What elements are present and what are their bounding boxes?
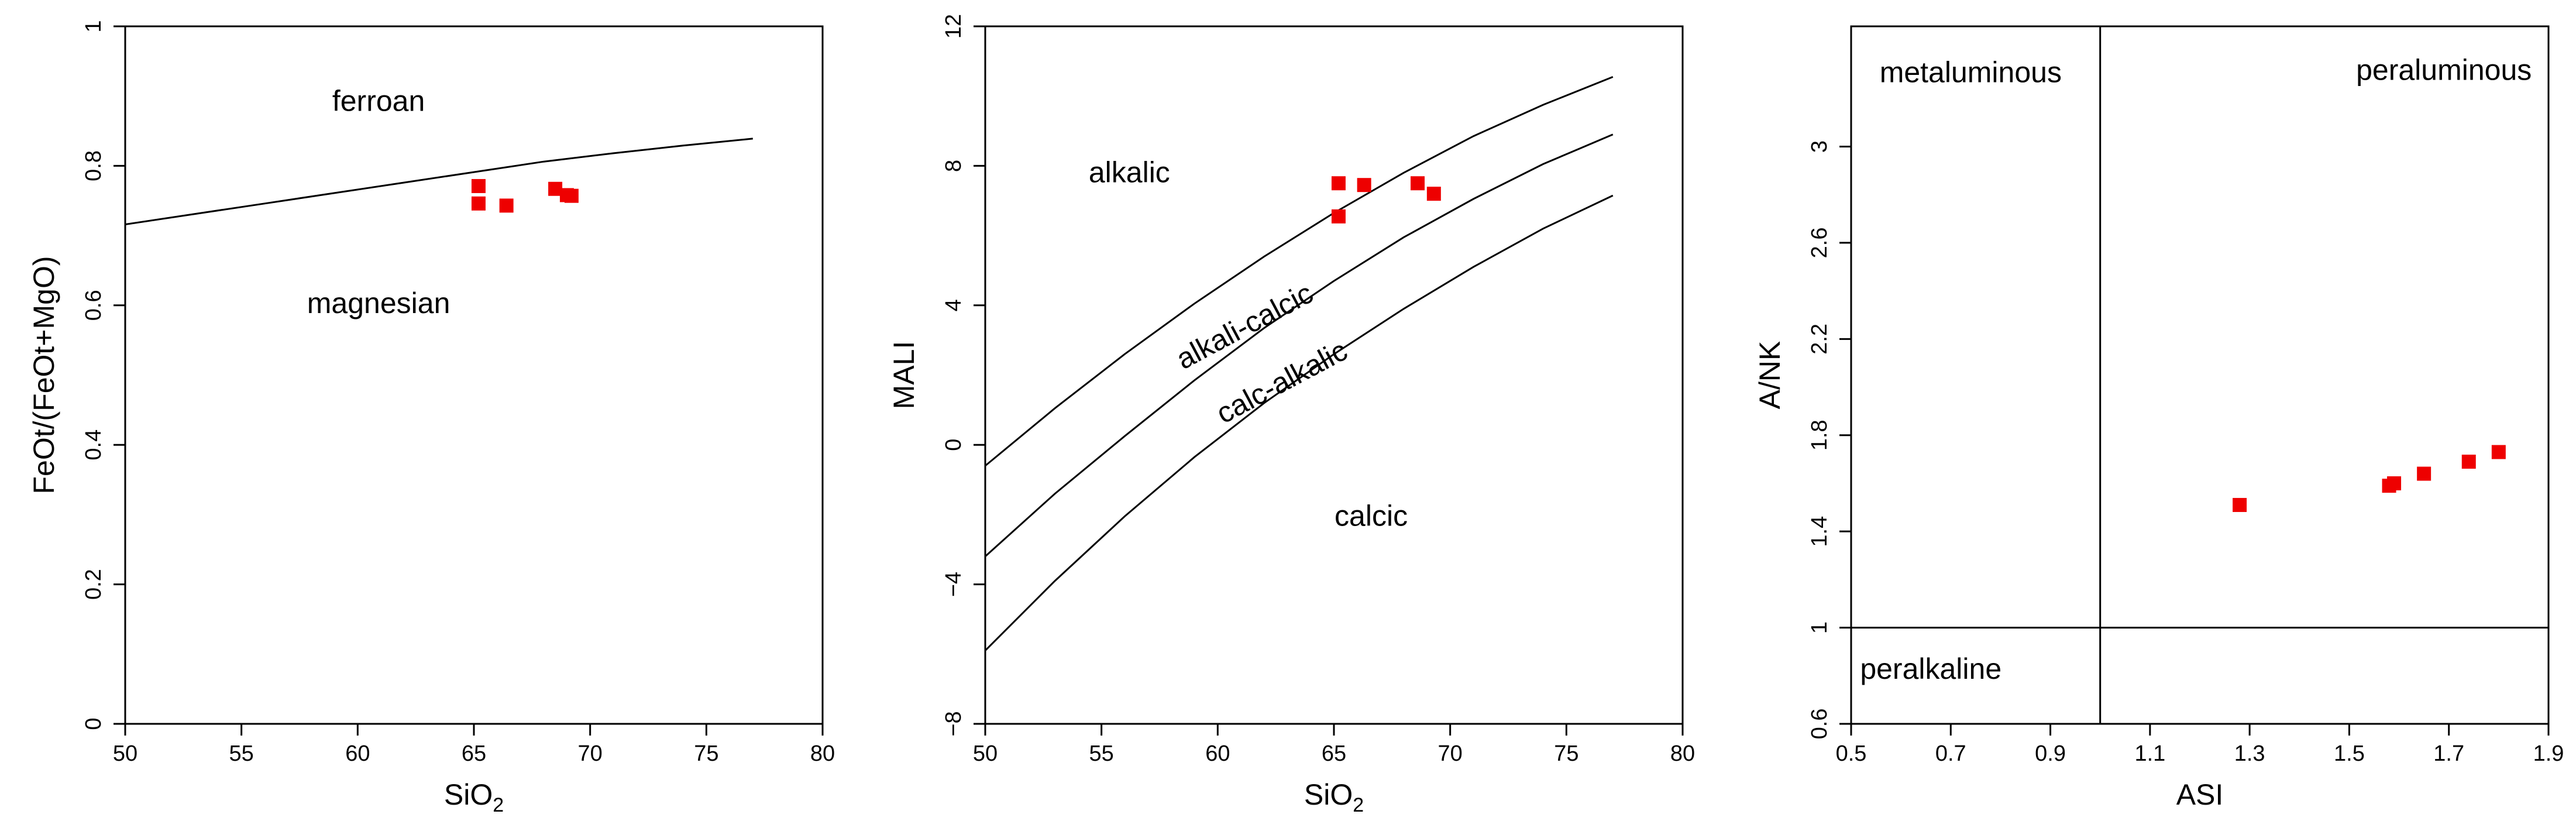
x-tick-label: 75 xyxy=(1554,741,1578,766)
data-point xyxy=(1331,176,1346,191)
data-point xyxy=(471,196,486,211)
y-tick-label: 0 xyxy=(81,717,106,730)
region-label: magnesian xyxy=(307,287,450,319)
data-point xyxy=(2387,476,2402,490)
x-axis-label-subscript: 2 xyxy=(493,794,504,816)
y-tick-label: 1.4 xyxy=(1807,516,1832,547)
boundary-line xyxy=(984,194,1614,651)
x-tick-label: 50 xyxy=(113,741,137,766)
mali-plot: 50 55 60 65 70 75 80−8−404812SiO2MALIalkalical… xyxy=(888,14,1695,816)
x-axis-label-main: SiO xyxy=(444,778,493,811)
y-tick-label: 1 xyxy=(1807,621,1832,634)
x-tick-label: 55 xyxy=(229,741,254,766)
x-axis-label-main: ASI xyxy=(2176,778,2224,811)
x-tick-label: 0.7 xyxy=(1935,741,1966,766)
y-tick-label: 2.2 xyxy=(1807,324,1832,355)
data-point xyxy=(1357,178,1371,193)
asi-plot: 0.5 0.7 0.9 1.1 1.3 1.5 1.7 1.9 0.6 1 1.4 1.8 2.2 2.6… xyxy=(1753,25,2564,811)
boundary-line xyxy=(125,138,753,225)
x-tick-label: 1.1 xyxy=(2134,741,2165,766)
region-label: metaluminous xyxy=(1880,56,2062,88)
y-tick-label: 12 xyxy=(941,14,966,39)
data-point xyxy=(2417,466,2431,481)
data-point xyxy=(2461,454,2476,469)
y-tick-label: 0.6 xyxy=(81,290,106,321)
data-point xyxy=(2233,497,2247,512)
x-tick-label: 60 xyxy=(1205,741,1230,766)
x-axis-label-main: SiO xyxy=(1304,778,1353,811)
boundary-line xyxy=(984,133,1614,558)
y-tick-label: 8 xyxy=(941,160,966,172)
x-tick-label: 1.9 xyxy=(2533,741,2564,766)
y-tick-label: 0 xyxy=(941,439,966,451)
x-tick-label: 60 xyxy=(345,741,370,766)
x-axis-label: SiO2 xyxy=(444,778,504,816)
data-point xyxy=(1331,209,1346,224)
x-tick-label: 70 xyxy=(1438,741,1463,766)
region-label: alkalic xyxy=(1089,156,1170,189)
y-tick-label: 0.6 xyxy=(1807,709,1832,740)
region-label: ferroan xyxy=(332,84,425,117)
y-tick-label: 1.8 xyxy=(1807,420,1832,451)
x-tick-label: 80 xyxy=(1670,741,1695,766)
y-tick-label: −8 xyxy=(941,711,966,736)
data-point xyxy=(1426,187,1441,201)
x-tick-label: 65 xyxy=(462,741,486,766)
region-label: calcic xyxy=(1335,500,1408,532)
x-tick-label: 0.5 xyxy=(1836,741,1867,766)
y-tick-label: 4 xyxy=(941,299,966,311)
plot-frame xyxy=(1850,25,2550,725)
x-tick-label: 70 xyxy=(578,741,603,766)
y-tick-label: 3 xyxy=(1807,140,1832,153)
data-point xyxy=(499,198,514,213)
x-axis-label: ASI xyxy=(2176,778,2224,811)
x-axis-label-subscript: 2 xyxy=(1353,794,1364,816)
y-tick-label: 0.8 xyxy=(81,150,106,181)
y-axis-label: MALI xyxy=(888,341,920,410)
data-point xyxy=(471,178,486,193)
data-point xyxy=(1411,176,1425,191)
region-label: peraluminous xyxy=(2356,53,2532,86)
y-axis-label: FeOt/(FeOt+MgO) xyxy=(27,256,60,494)
y-tick-label: 0.4 xyxy=(81,430,106,461)
y-tick-label: −4 xyxy=(941,572,966,597)
data-point xyxy=(564,188,579,203)
x-tick-label: 0.9 xyxy=(2035,741,2066,766)
feo-plot: 50 55 60 65 70 75 80 0 0.2 0.4 0.6 0.8 1 SiO2 FeOt/(Fe… xyxy=(27,20,835,816)
x-axis-label: SiO2 xyxy=(1304,778,1364,816)
x-tick-label: 55 xyxy=(1089,741,1114,766)
x-tick-label: 1.7 xyxy=(2433,741,2464,766)
y-tick-label: 2.6 xyxy=(1807,228,1832,259)
plot-frame xyxy=(984,25,1684,725)
x-tick-label: 75 xyxy=(694,741,718,766)
y-axis-label: A/NK xyxy=(1753,341,1786,410)
x-tick-label: 80 xyxy=(810,741,835,766)
x-tick-label: 65 xyxy=(1322,741,1346,766)
region-label: peralkaline xyxy=(1860,652,2001,685)
data-point xyxy=(2491,445,2506,459)
x-tick-label: 50 xyxy=(973,741,998,766)
plot-frame xyxy=(124,25,824,725)
boundary-line xyxy=(985,76,1614,467)
x-tick-label: 1.3 xyxy=(2234,741,2265,766)
y-tick-label: 0.2 xyxy=(81,569,106,600)
x-tick-label: 1.5 xyxy=(2334,741,2365,766)
y-tick-label: 1 xyxy=(81,20,106,32)
